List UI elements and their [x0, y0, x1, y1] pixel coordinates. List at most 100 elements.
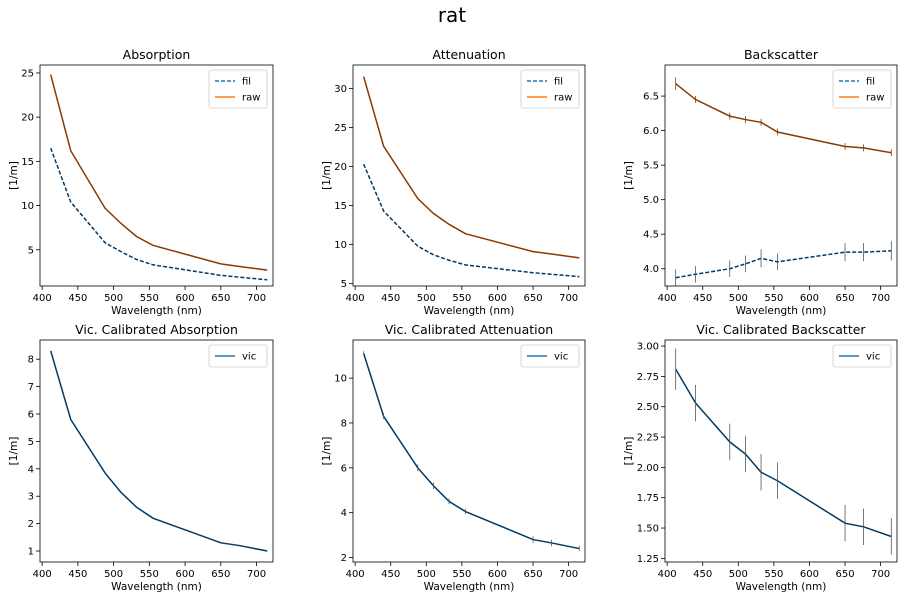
y-tick-label: 5	[341, 279, 347, 290]
legend-label: vic	[242, 352, 256, 363]
y-tick-label: 15	[21, 157, 34, 168]
legend: fil raw	[520, 69, 580, 109]
y-tick-label: 5.0	[643, 195, 659, 206]
legend-label: fil	[866, 77, 875, 88]
y-tick-label: 2.50	[637, 402, 659, 413]
x-tick-label: 550	[764, 569, 783, 580]
y-axis-label: [1/m]	[321, 161, 333, 190]
y-tick-label: 4.5	[643, 230, 659, 241]
x-tick-label: 700	[871, 569, 890, 580]
x-tick-label: 700	[247, 569, 266, 580]
x-tick-label: 550	[764, 293, 783, 304]
x-tick-label: 600	[176, 293, 195, 304]
x-tick-label: 400	[346, 569, 365, 580]
series-line-vic	[675, 368, 892, 538]
x-tick-label: 400	[658, 293, 677, 304]
y-tick-label: 1.75	[637, 493, 659, 504]
legend: vic	[520, 344, 580, 368]
x-tick-label: 500	[417, 569, 436, 580]
legend-label: fil	[242, 77, 251, 88]
legend-box	[520, 344, 580, 368]
y-tick-label: 4	[28, 464, 34, 475]
x-tick-label: 500	[417, 293, 436, 304]
series-line-fil	[675, 250, 892, 279]
y-tick-label: 4.0	[643, 264, 659, 275]
x-tick-label: 500	[104, 569, 123, 580]
x-tick-label: 400	[33, 569, 52, 580]
x-tick-label: 400	[658, 569, 677, 580]
x-tick-label: 550	[452, 293, 471, 304]
series-line-vic	[362, 353, 580, 550]
y-tick-label: 2	[28, 519, 34, 530]
x-tick-label: 600	[176, 569, 195, 580]
y-tick-label: 7	[28, 382, 34, 393]
x-tick-label: 700	[247, 293, 266, 304]
subplot-title: Backscatter	[744, 47, 819, 62]
x-tick-label: 600	[488, 569, 507, 580]
x-tick-label: 650	[524, 569, 543, 580]
x-tick-label: 550	[140, 569, 159, 580]
y-tick-label: 6.0	[643, 126, 659, 137]
subplot-5: Vic. Calibrated Attenuation 400 450 500 550 6…	[321, 322, 586, 593]
x-tick-label: 650	[211, 293, 230, 304]
y-tick-label: 20	[334, 162, 347, 173]
subplot-title: Vic. Calibrated Attenuation	[385, 322, 553, 337]
series-line-fil	[362, 163, 580, 278]
legend: fil raw	[208, 69, 268, 109]
legend: vic	[832, 344, 892, 368]
subplot-title: Absorption	[123, 47, 191, 62]
y-tick-label: 10	[334, 240, 347, 251]
x-tick-label: 650	[211, 569, 230, 580]
y-tick-label: 6.5	[643, 92, 659, 103]
y-tick-label: 5.5	[643, 161, 659, 172]
legend-label: fil	[554, 77, 563, 88]
x-axis-label: Wavelength (nm)	[111, 581, 202, 593]
y-tick-label: 2.25	[637, 433, 659, 444]
x-tick-label: 400	[33, 293, 52, 304]
y-axis-label: [1/m]	[623, 437, 635, 466]
x-tick-label: 450	[693, 569, 712, 580]
x-axis-label: Wavelength (nm)	[424, 581, 515, 593]
x-axis-label: Wavelength (nm)	[736, 305, 827, 317]
plot-frame	[352, 64, 586, 287]
x-tick-label: 450	[381, 293, 400, 304]
y-tick-label: 4	[341, 508, 347, 519]
plot-frame	[664, 339, 898, 563]
x-tick-label: 450	[381, 569, 400, 580]
x-tick-label: 450	[68, 293, 87, 304]
y-tick-label: 6	[341, 463, 347, 474]
y-tick-label: 10	[21, 201, 34, 212]
legend-label: vic	[866, 352, 880, 363]
y-axis-label: [1/m]	[8, 437, 20, 466]
subplot-4: Vic. Calibrated Absorption 400 450 500 550 60…	[8, 322, 274, 593]
legend-box	[832, 344, 892, 368]
y-tick-label: 1.50	[637, 524, 659, 535]
x-axis-label: Wavelength (nm)	[424, 305, 515, 317]
y-tick-label: 5	[28, 245, 34, 256]
y-tick-label: 2.00	[637, 463, 659, 474]
series-line-raw	[49, 74, 268, 271]
legend-label: raw	[242, 93, 260, 104]
y-tick-label: 20	[21, 113, 34, 124]
legend-label: raw	[554, 93, 572, 104]
y-tick-label: 10	[334, 374, 347, 385]
x-tick-label: 550	[452, 569, 471, 580]
y-tick-label: 5	[28, 437, 34, 448]
y-axis-label: [1/m]	[321, 437, 333, 466]
series-line-fil	[50, 147, 268, 281]
x-tick-label: 550	[140, 293, 159, 304]
y-tick-label: 3	[28, 492, 34, 503]
plot-frame	[39, 339, 274, 563]
x-tick-label: 650	[524, 293, 543, 304]
y-tick-label: 2.75	[637, 372, 659, 383]
y-axis-label: [1/m]	[623, 161, 635, 190]
x-tick-label: 500	[104, 293, 123, 304]
y-tick-label: 3.00	[637, 342, 659, 353]
x-axis-label: Wavelength (nm)	[736, 581, 827, 593]
x-tick-label: 600	[800, 569, 819, 580]
x-tick-label: 500	[729, 293, 748, 304]
x-tick-label: 450	[693, 293, 712, 304]
legend: vic	[208, 344, 268, 368]
x-tick-label: 700	[559, 569, 578, 580]
